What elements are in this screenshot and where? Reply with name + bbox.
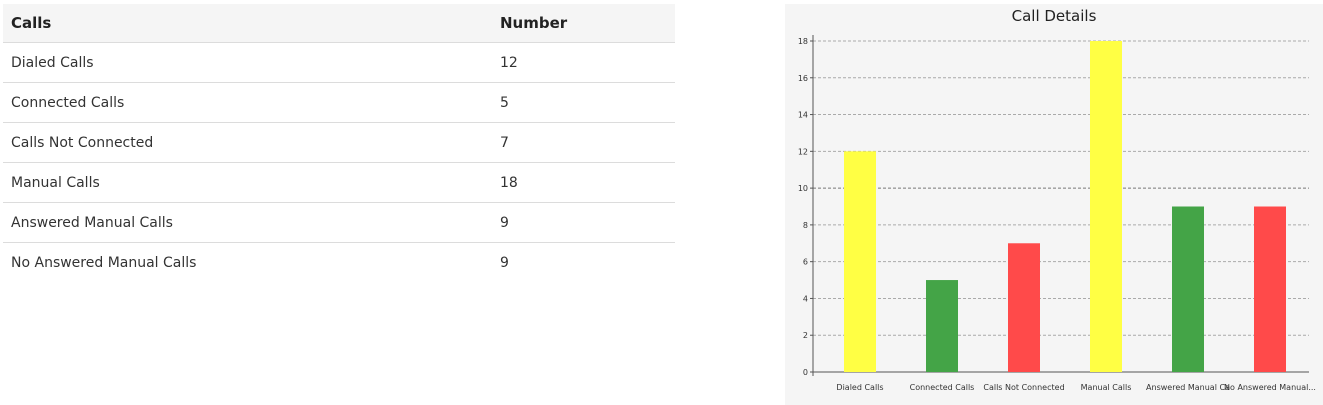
y-tick-label: 0 <box>803 368 808 377</box>
axes <box>810 35 1309 376</box>
call-details-chart-panel: Call Details Dialed Calls Connected Calls… <box>785 4 1323 405</box>
row-value: 5 <box>492 82 675 123</box>
row-label: Dialed Calls <box>3 42 492 83</box>
x-tick-label: No Answered Manual... <box>1224 383 1316 392</box>
grid-lines <box>813 40 1309 336</box>
table-row: Dialed Calls 12 <box>3 42 675 83</box>
chart-title: Call Details <box>1012 7 1097 25</box>
x-tick-label: Manual Calls <box>1081 383 1132 392</box>
row-value: 7 <box>492 122 675 163</box>
bar <box>844 151 876 372</box>
bar <box>1254 206 1286 372</box>
y-tick-label: 16 <box>798 74 808 83</box>
bars <box>844 41 1286 372</box>
table-row: Connected Calls 5 <box>3 82 675 123</box>
bar <box>1090 41 1122 372</box>
table-row: Manual Calls 18 <box>3 162 675 203</box>
bar <box>1172 206 1204 372</box>
calls-table: Calls Number Dialed Calls 12 Connected C… <box>3 4 675 282</box>
calls-table-panel: Calls Number Dialed Calls 12 Connected C… <box>3 4 675 282</box>
table-header-row: Calls Number <box>3 4 675 43</box>
y-tick-label: 14 <box>798 111 808 120</box>
y-tick-labels: 0 2 4 6 8 10 12 14 16 18 <box>798 37 808 377</box>
y-tick-label: 12 <box>798 147 808 156</box>
row-label: No Answered Manual Calls <box>11 254 197 271</box>
row-label: Calls Not Connected <box>3 122 492 163</box>
row-label: Connected Calls <box>3 82 492 123</box>
call-details-chart: Call Details Dialed Calls Connected Calls… <box>798 7 1316 392</box>
bar <box>1008 243 1040 372</box>
y-tick-label: 2 <box>803 331 808 340</box>
table-row: Answered Manual Calls 9 <box>3 202 675 243</box>
table-row: No Answered Manual Calls 9 <box>3 243 675 283</box>
row-value: 9 <box>492 202 675 243</box>
header-calls: Calls <box>3 4 492 43</box>
x-tick-label: Answered Manual Ca <box>1146 383 1230 392</box>
table-row: Calls Not Connected 7 <box>3 122 675 163</box>
row-value: 18 <box>492 162 675 203</box>
y-tick-label: 18 <box>798 37 808 46</box>
y-tick-label: 10 <box>798 184 808 193</box>
row-label: Manual Calls <box>3 162 492 203</box>
x-tick-labels: Dialed Calls Connected Calls Calls Not Con… <box>836 383 1316 392</box>
row-label: Answered Manual Calls <box>3 202 492 243</box>
header-number: Number <box>492 4 675 43</box>
bar <box>926 280 958 372</box>
row-value: 12 <box>492 42 675 83</box>
x-tick-label: Dialed Calls <box>836 383 883 392</box>
y-tick-label: 6 <box>803 258 808 267</box>
x-tick-label: Connected Calls <box>910 383 975 392</box>
row-value: 9 <box>500 254 509 271</box>
y-tick-label: 4 <box>803 294 808 303</box>
x-tick-label: Calls Not Connected <box>983 383 1064 392</box>
y-tick-label: 8 <box>803 221 808 230</box>
